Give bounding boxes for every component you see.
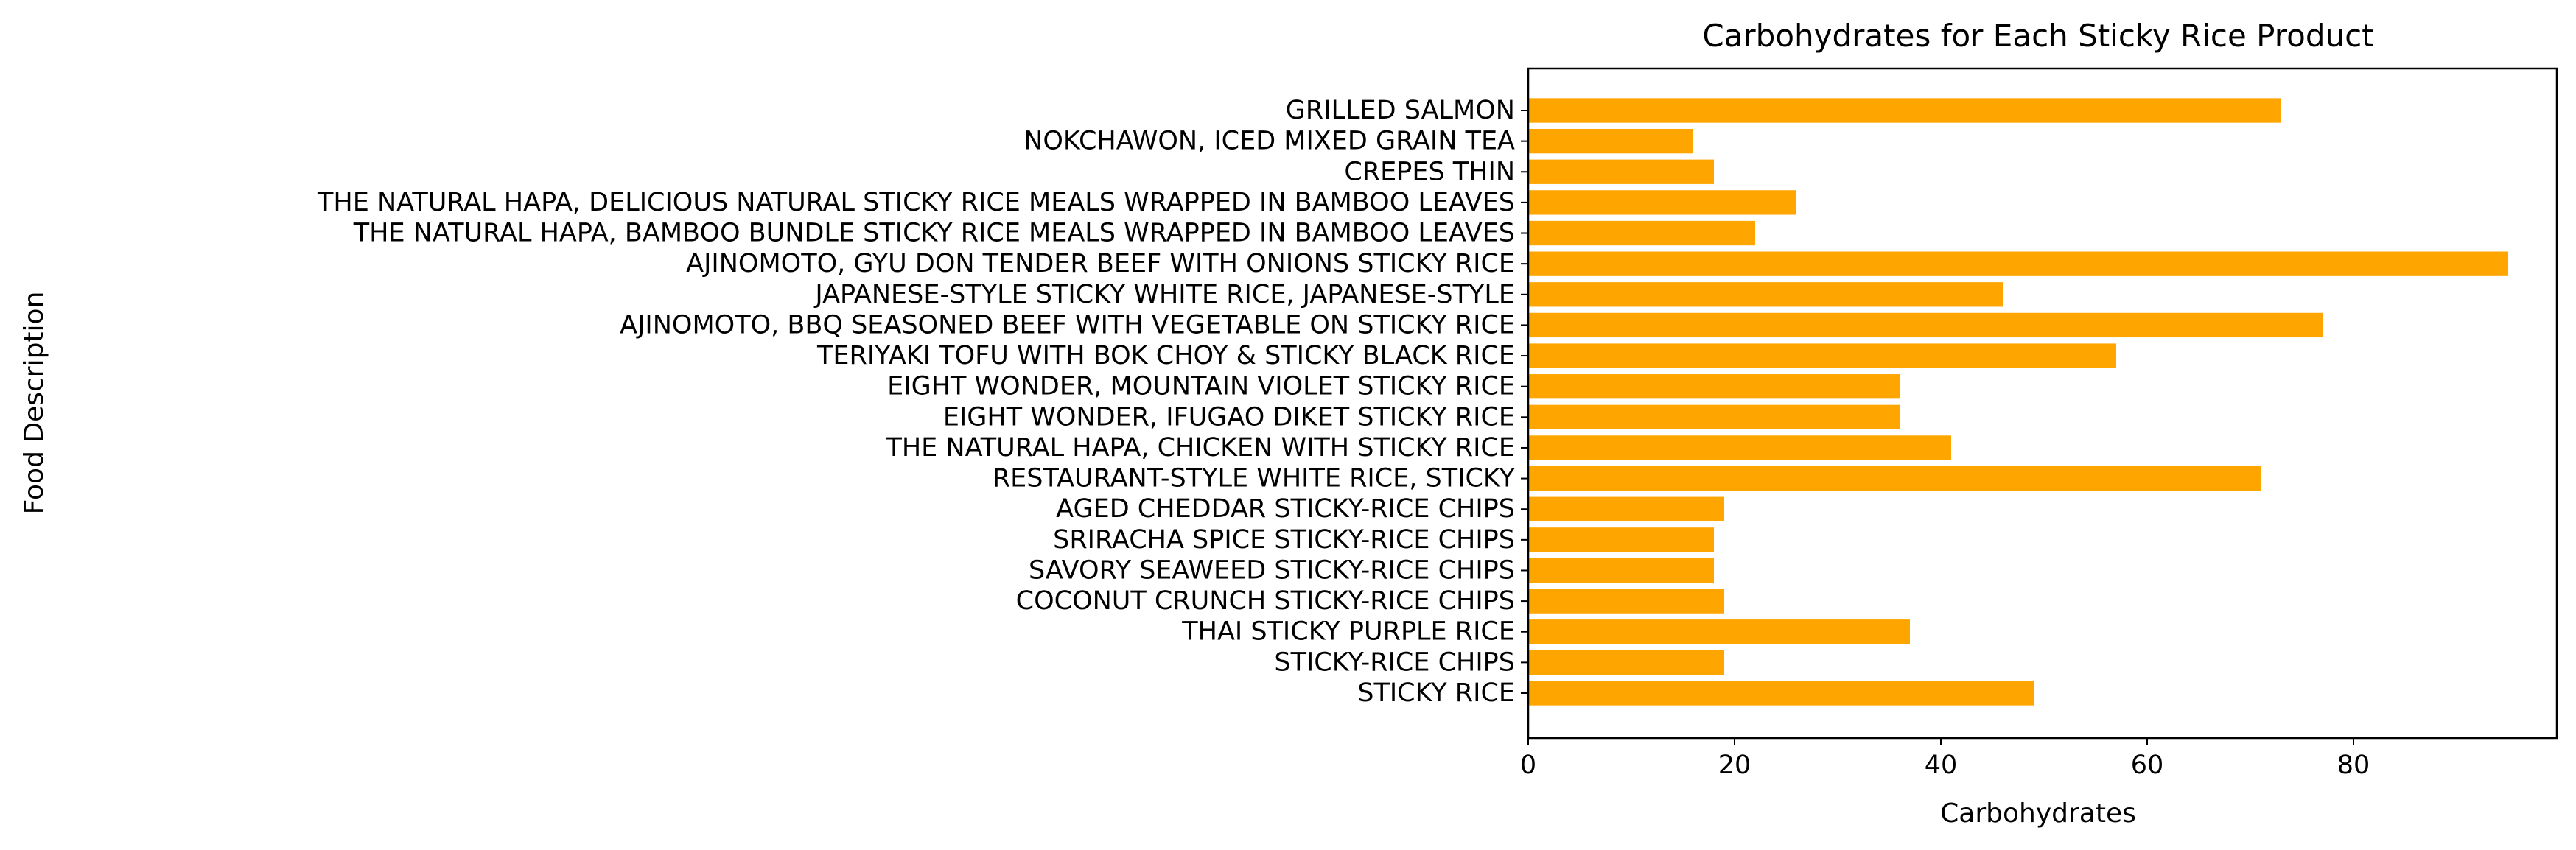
bar [1528, 190, 1796, 215]
bar [1528, 374, 1900, 399]
y-tick-label: NOKCHAWON, ICED MIXED GRAIN TEA [1023, 127, 1515, 156]
y-tick-label: EIGHT WONDER, IFUGAO DIKET STICKY RICE [943, 402, 1515, 432]
x-axis-label: Carbohydrates [1940, 798, 2136, 829]
y-tick-label: STICKY-RICE CHIPS [1274, 647, 1515, 677]
bar [1528, 558, 1714, 583]
bar [1528, 527, 1714, 552]
bar [1528, 496, 1724, 521]
bar [1528, 282, 2003, 307]
y-tick-label: STICKY RICE [1357, 678, 1515, 708]
bar [1528, 251, 2508, 276]
y-tick-label: THE NATURAL HAPA, DELICIOUS NATURAL STIC… [317, 188, 1515, 217]
y-axis-label: Food Description [19, 292, 49, 515]
bar [1528, 98, 2281, 123]
bar [1528, 435, 1951, 460]
y-tick-label: THE NATURAL HAPA, BAMBOO BUNDLE STICKY R… [353, 219, 1515, 248]
y-tick-label: THAI STICKY PURPLE RICE [1181, 617, 1515, 647]
bar [1528, 681, 2034, 706]
y-tick-label: SAVORY SEAWEED STICKY-RICE CHIPS [1029, 555, 1515, 585]
bars-layer [1528, 98, 2508, 706]
bar [1528, 589, 1724, 614]
bar [1528, 466, 2261, 491]
y-tick-label: AGED CHEDDAR STICKY-RICE CHIPS [1056, 494, 1515, 524]
bar [1528, 619, 1910, 644]
y-tick-label: TERIYAKI TOFU WITH BOK CHOY & STICKY BLA… [816, 341, 1515, 370]
bar [1528, 343, 2116, 368]
y-tick-label: COCONUT CRUNCH STICKY-RICE CHIPS [1016, 586, 1515, 616]
bar [1528, 650, 1724, 675]
x-tick-label: 80 [2337, 751, 2370, 780]
chart-title: Carbohydrates for Each Sticky Rice Produ… [1702, 18, 2373, 54]
x-tick-label: 40 [1925, 751, 1958, 780]
y-tick-label: THE NATURAL HAPA, CHICKEN WITH STICKY RI… [885, 433, 1515, 463]
y-tick-label: EIGHT WONDER, MOUNTAIN VIOLET STICKY RIC… [887, 372, 1515, 401]
y-tick-label: AJINOMOTO, GYU DON TENDER BEEF WITH ONIO… [686, 249, 1515, 278]
x-tick-label: 20 [1718, 751, 1751, 780]
y-tick-label: GRILLED SALMON [1286, 96, 1515, 125]
bar [1528, 404, 1900, 429]
y-tick-label: JAPANESE-STYLE STICKY WHITE RICE, JAPANE… [813, 280, 1515, 309]
y-tick-label: SRIRACHA SPICE STICKY-RICE CHIPS [1053, 525, 1515, 555]
bar [1528, 220, 1755, 246]
y-tick-label: AJINOMOTO, BBQ SEASONED BEEF WITH VEGETA… [620, 310, 1515, 340]
x-tick-label: 0 [1520, 751, 1536, 780]
bar [1528, 159, 1714, 184]
bar [1528, 128, 1693, 154]
x-tick-label: 60 [2131, 751, 2164, 780]
x-tick-layer: 0 20 40 60 80 [1520, 738, 2370, 780]
y-tick-label: RESTAURANT-STYLE WHITE RICE, STICKY [993, 464, 1516, 494]
y-tick-label: CREPES THIN [1344, 157, 1515, 186]
plot-area-frame [1527, 67, 2558, 740]
bar [1528, 312, 2323, 338]
